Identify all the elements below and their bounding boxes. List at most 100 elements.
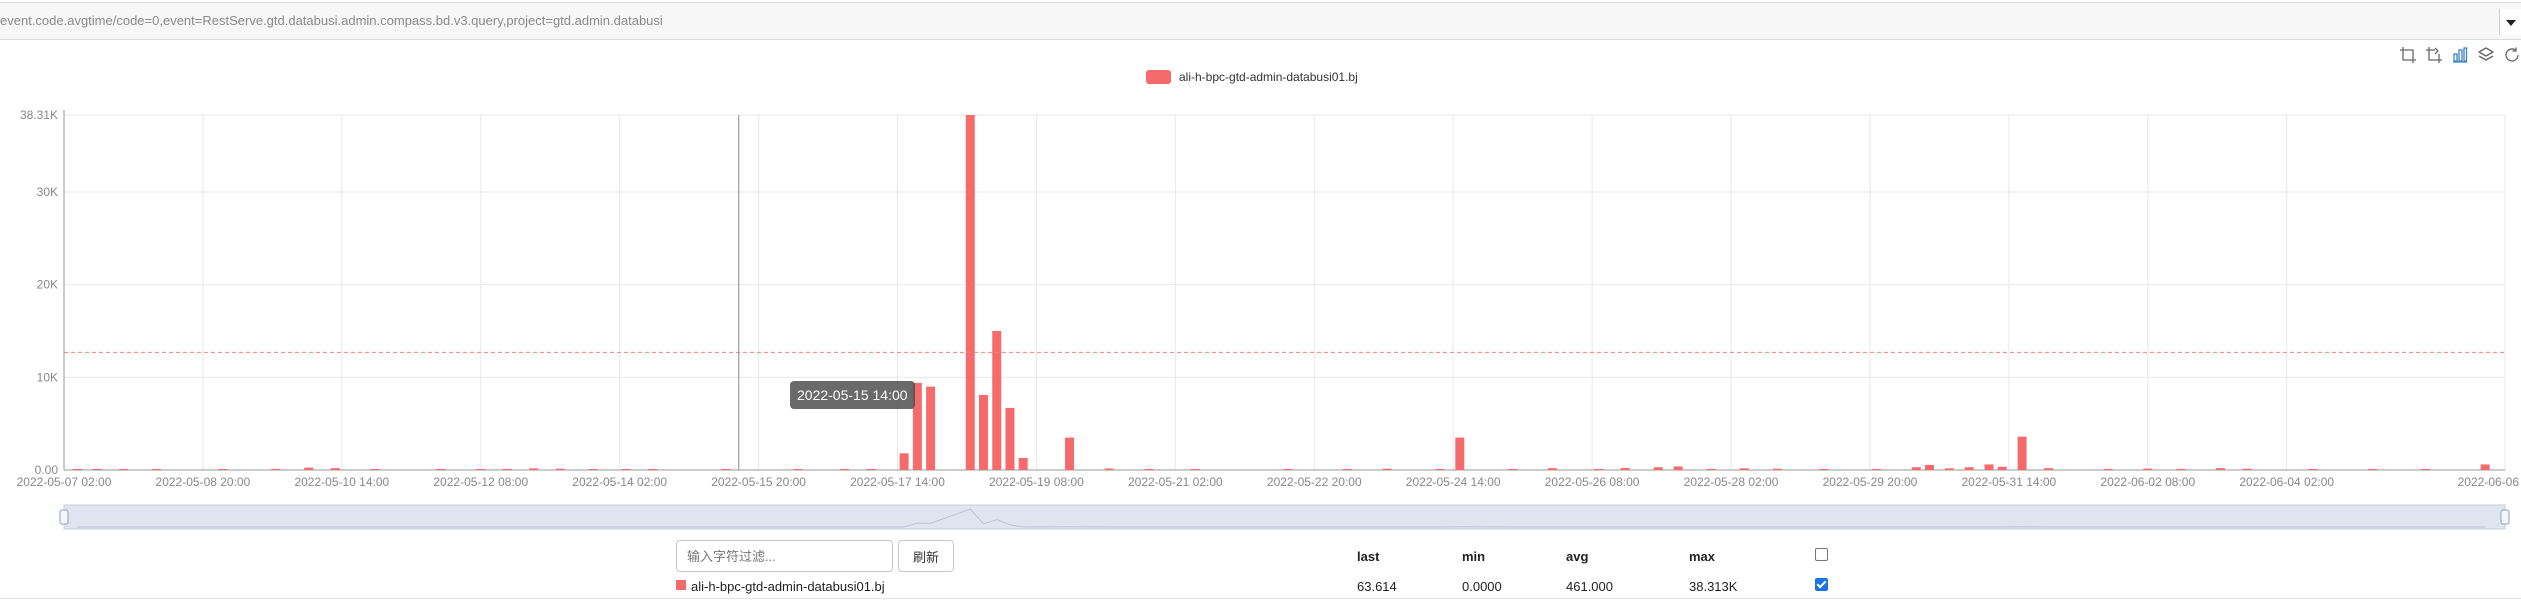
- bar-chart-icon[interactable]: [2451, 46, 2469, 64]
- crosshair-time-label: 2022-05-15 14:00: [790, 381, 915, 409]
- data-bar: [72, 469, 82, 470]
- data-bar: [218, 469, 228, 470]
- data-bar: [1508, 469, 1518, 470]
- data-bar: [1190, 469, 1200, 470]
- x-tick-label: 2022-05-07 02:00: [17, 475, 112, 489]
- data-bar: [1382, 468, 1392, 470]
- y-tick-label: 38.31K: [20, 108, 58, 122]
- data-bar: [1772, 468, 1782, 470]
- stack-icon[interactable]: [2477, 46, 2495, 64]
- data-bar: [2242, 468, 2252, 470]
- zoom-reset-icon[interactable]: [2425, 46, 2443, 64]
- query-text[interactable]: event.code.avgtime/code=0,event=RestServ…: [0, 13, 663, 28]
- y-tick-label: 20K: [37, 278, 58, 292]
- x-tick-label: 2022-05-14 02:00: [572, 475, 667, 489]
- data-bar: [1984, 464, 1994, 470]
- data-zoom-handle: [2500, 509, 2510, 525]
- series-last-value: 63.614: [1357, 579, 1397, 594]
- data-bar: [866, 469, 876, 470]
- data-bar: [1065, 437, 1075, 470]
- x-tick-label: 2022-05-15 20:00: [711, 475, 806, 489]
- data-bar: [793, 469, 803, 470]
- x-tick-label: 2022-05-29 20:00: [1823, 475, 1918, 489]
- data-bar: [1653, 467, 1663, 470]
- data-bar: [899, 453, 909, 470]
- data-bar: [1964, 467, 1974, 470]
- query-dropdown-button[interactable]: [2499, 9, 2521, 35]
- series-color-swatch: [676, 580, 686, 590]
- data-bar: [555, 468, 565, 470]
- divider: [0, 598, 2521, 599]
- data-bar: [2017, 436, 2027, 470]
- x-tick-label: 2022-06-02 08:00: [2100, 475, 2195, 489]
- data-bar: [2421, 469, 2431, 470]
- refresh-button[interactable]: 刷新: [898, 540, 954, 572]
- data-bar: [1455, 437, 1465, 470]
- data-bar: [1283, 469, 1293, 470]
- x-tick-label: 2022-05-22 20:00: [1267, 475, 1362, 489]
- data-bar: [1005, 407, 1015, 470]
- refresh-icon[interactable]: [2503, 46, 2521, 64]
- x-tick-label: 2022-05-21 02:00: [1128, 475, 1223, 489]
- data-bar: [992, 331, 1002, 470]
- data-bar: [1997, 466, 2007, 470]
- data-bar: [1706, 468, 1716, 470]
- select-all-checkbox[interactable]: [1815, 548, 1828, 561]
- legend-label: ali-h-bpc-gtd-admin-databusi01.bj: [1179, 70, 1358, 84]
- data-bar: [1739, 468, 1749, 470]
- x-tick-label: 2022-06-04 02:00: [2239, 475, 2334, 489]
- data-bar: [1620, 467, 1630, 470]
- data-bar: [1911, 467, 1921, 470]
- data-bar: [370, 469, 380, 470]
- data-zoom-handle: [59, 509, 69, 525]
- data-bar: [2480, 464, 2490, 470]
- data-bar: [2308, 469, 2318, 470]
- bar-chart[interactable]: 0.00 10K 20K 30K 38.31K 2022-05-07 02:00 2022-…: [0, 100, 2521, 540]
- column-header-avg[interactable]: avg: [1566, 549, 1589, 564]
- data-bar: [330, 468, 340, 470]
- data-bar: [2143, 468, 2153, 470]
- data-bar: [1924, 464, 1934, 470]
- column-header-min[interactable]: min: [1462, 549, 1486, 564]
- zoom-select-icon[interactable]: [2399, 46, 2417, 64]
- data-bar: [2176, 468, 2186, 470]
- x-tick-label: 2022-05-08 20:00: [156, 475, 251, 489]
- data-bar: [1144, 468, 1154, 470]
- data-bar: [436, 469, 446, 470]
- y-tick-label: 30K: [37, 185, 58, 199]
- data-bar: [979, 394, 989, 470]
- series-checkbox[interactable]: [1815, 578, 1828, 591]
- data-bar: [1819, 469, 1829, 470]
- y-tick-label: 10K: [37, 370, 58, 384]
- x-tick-label: 2022-05-12 08:00: [433, 475, 528, 489]
- x-tick-label: 2022-05-24 14:00: [1406, 475, 1501, 489]
- chart-toolbox: [2399, 44, 2521, 66]
- data-bar: [1944, 468, 1954, 470]
- data-bar: [721, 469, 731, 470]
- data-zoom-preview: [77, 508, 2486, 528]
- data-bar: [304, 467, 314, 470]
- data-bar: [1594, 468, 1604, 470]
- data-bar: [2103, 469, 2113, 470]
- data-bar: [92, 469, 102, 470]
- filter-input[interactable]: [676, 540, 893, 572]
- query-bar[interactable]: event.code.avgtime/code=0,event=RestServ…: [0, 2, 2521, 40]
- data-bar: [1673, 466, 1683, 470]
- data-bar: [529, 468, 539, 470]
- data-bar: [1018, 457, 1028, 470]
- data-bar: [2216, 468, 2226, 470]
- column-header-last[interactable]: last: [1357, 549, 1380, 564]
- data-bar: [912, 382, 922, 470]
- chart-legend[interactable]: ali-h-bpc-gtd-admin-databusi01.bj: [1146, 70, 1358, 84]
- data-bar: [1872, 469, 1882, 470]
- column-header-max[interactable]: max: [1689, 549, 1716, 564]
- series-max-value: 38.313K: [1689, 579, 1738, 594]
- data-bar: [965, 115, 975, 470]
- x-tick-label: 2022-06-06 20:00: [2458, 475, 2521, 489]
- data-bar: [271, 468, 281, 470]
- data-bar: [119, 469, 129, 470]
- data-bar: [476, 469, 486, 470]
- y-tick-label: 0.00: [35, 463, 59, 477]
- series-name: ali-h-bpc-gtd-admin-databusi01.bj: [691, 579, 885, 594]
- data-bar: [1547, 468, 1557, 470]
